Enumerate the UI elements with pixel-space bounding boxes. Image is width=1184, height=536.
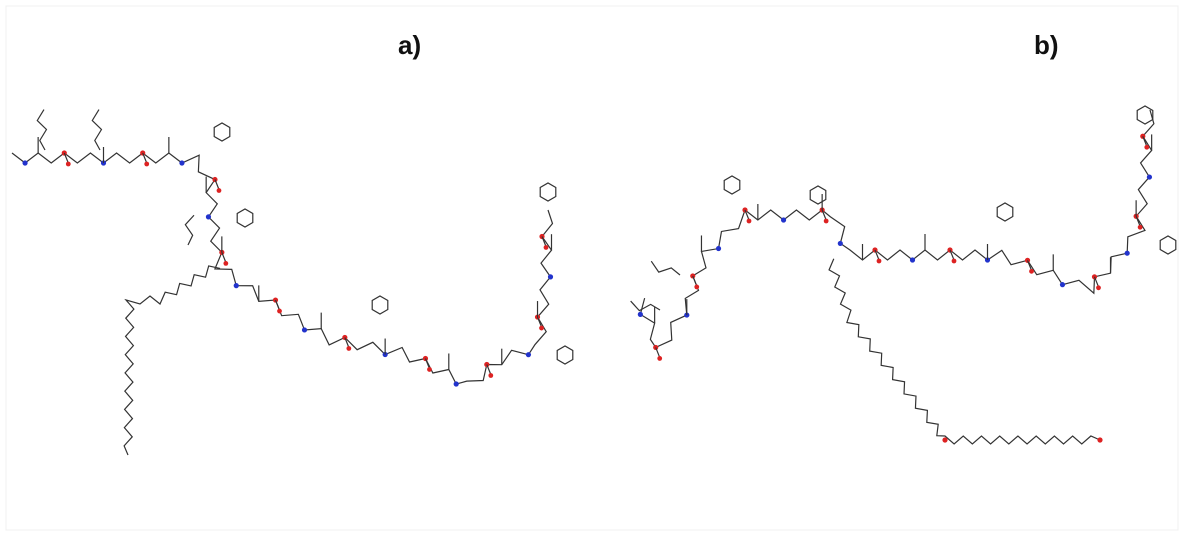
figure: a) b) [0,0,1184,536]
atom [910,257,915,262]
atom [234,283,239,288]
atom [346,346,351,351]
atom [657,356,662,361]
atom [548,274,553,279]
atom [140,150,145,155]
panel-label: b) [1034,30,1059,60]
atom [277,309,282,314]
atom [526,352,531,357]
atom [838,241,843,246]
atom [144,162,149,167]
atom [217,188,222,193]
atom [206,214,211,219]
atom [66,162,71,167]
atom [716,246,721,251]
atom [952,259,957,264]
atom [877,259,882,264]
atom [539,326,544,331]
atom [781,217,786,222]
atom [1138,225,1143,230]
atom [942,437,947,442]
atom [638,312,643,317]
atom [1060,282,1065,287]
atom [427,367,432,372]
atom [1096,285,1101,290]
atom [694,285,699,290]
atom [488,373,493,378]
atom [1029,269,1034,274]
frame [6,6,1178,530]
atom [539,234,544,239]
atom [22,160,27,165]
atom [212,177,217,182]
page: a) b) (() => { const data = JSON.parse(d… [0,0,1184,536]
atom [302,327,307,332]
atom [1144,145,1149,150]
atom [1097,437,1102,442]
atom [223,261,228,266]
atom [1125,251,1130,256]
atom [824,219,829,224]
atom [1147,174,1152,179]
atom [454,381,459,386]
atom [179,160,184,165]
panel-label: a) [398,30,421,60]
atom [747,219,752,224]
atom [544,245,549,250]
